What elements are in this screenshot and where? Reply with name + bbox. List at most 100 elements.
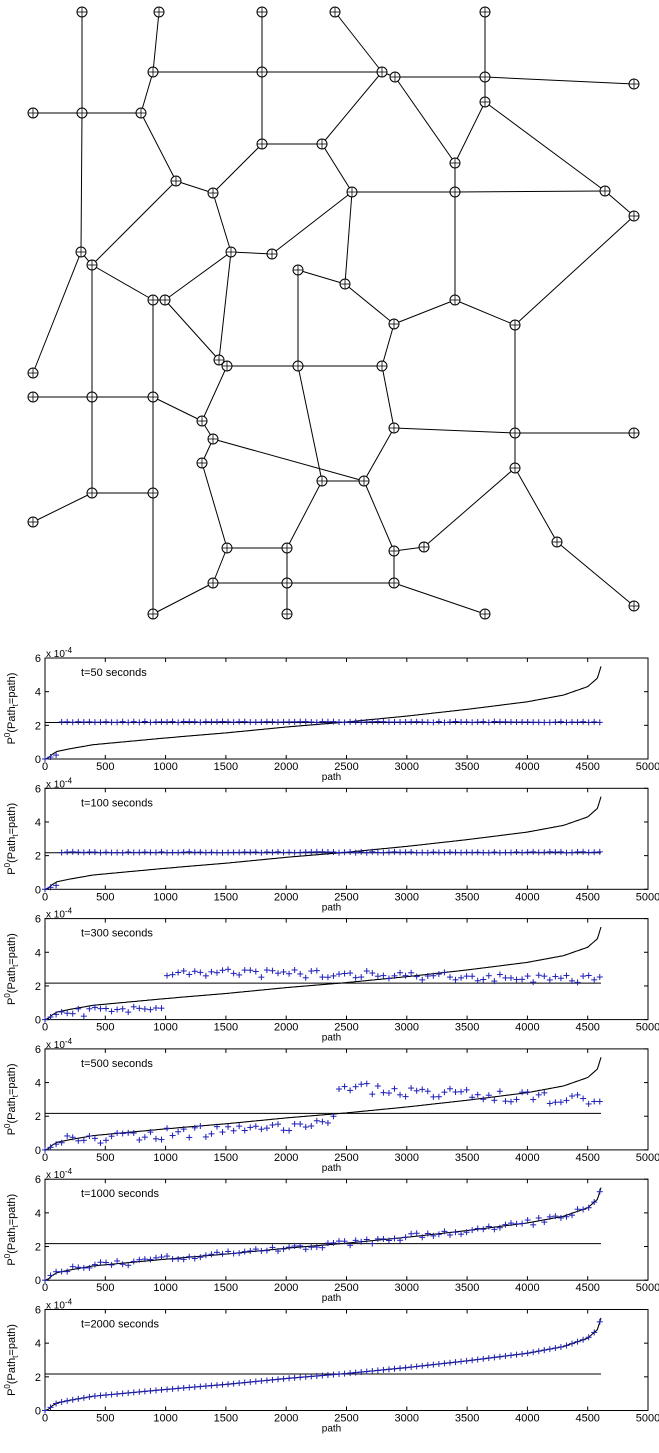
data-marker <box>441 849 448 856</box>
data-marker <box>397 969 404 976</box>
data-marker <box>363 1236 370 1243</box>
data-marker <box>535 1348 542 1355</box>
data-marker <box>507 1098 514 1105</box>
data-marker <box>319 1372 326 1379</box>
data-marker <box>108 1008 115 1015</box>
network-node <box>509 462 521 474</box>
data-marker <box>408 848 415 855</box>
data-marker <box>446 849 453 856</box>
data-marker <box>591 849 598 856</box>
data-marker <box>341 1238 348 1245</box>
data-marker <box>136 719 143 726</box>
data-marker <box>413 1087 420 1094</box>
data-marker <box>463 1086 470 1093</box>
data-marker <box>591 718 598 725</box>
y-exponent-label: x 10-4 <box>46 776 73 790</box>
network-node <box>207 187 219 199</box>
data-marker <box>541 719 548 726</box>
y-tick-label: 6 <box>35 1044 41 1056</box>
network-edge <box>394 76 456 164</box>
data-marker <box>519 976 526 983</box>
data-marker <box>125 1009 132 1016</box>
network-edge <box>164 251 232 301</box>
x-tick-label: 4000 <box>515 891 539 903</box>
network-edge <box>514 467 558 543</box>
network-node <box>153 6 165 18</box>
data-marker <box>591 1098 598 1105</box>
data-marker <box>397 1365 404 1372</box>
data-marker <box>114 1006 121 1013</box>
y-tick-label: 4 <box>35 817 41 829</box>
data-marker <box>363 849 370 856</box>
y-tick-label: 2 <box>35 1242 41 1254</box>
data-marker <box>563 719 570 726</box>
data-marker <box>330 718 337 725</box>
y-tick-label: 2 <box>35 851 41 863</box>
data-marker <box>147 1006 154 1013</box>
data-marker <box>397 1237 404 1244</box>
network-edge <box>152 582 214 615</box>
data-marker <box>91 1261 98 1268</box>
data-marker <box>230 970 237 977</box>
x-axis-label: path <box>322 772 341 783</box>
data-marker <box>202 1133 209 1140</box>
data-marker <box>441 1228 448 1235</box>
network-node <box>628 427 640 439</box>
network-node <box>147 66 159 78</box>
data-marker <box>341 719 348 726</box>
network-edge <box>175 180 214 194</box>
data-marker <box>308 718 315 725</box>
data-marker <box>546 1213 553 1220</box>
data-marker <box>213 1249 220 1256</box>
time-annotation: t=50 seconds <box>81 667 147 679</box>
data-marker <box>408 1085 415 1092</box>
x-tick-label: 1000 <box>153 1413 177 1425</box>
data-marker <box>569 1340 576 1347</box>
network-node <box>449 157 461 169</box>
data-marker <box>580 848 587 855</box>
data-marker <box>374 1367 381 1374</box>
data-marker <box>269 718 276 725</box>
data-marker <box>330 849 337 856</box>
data-marker <box>358 1369 365 1376</box>
data-marker <box>213 849 220 856</box>
data-marker <box>552 1345 559 1352</box>
data-marker <box>369 1240 376 1247</box>
network-node <box>346 186 358 198</box>
data-marker <box>541 973 548 980</box>
data-marker <box>319 848 326 855</box>
network-node <box>551 536 563 548</box>
data-marker <box>469 849 476 856</box>
x-tick-label: 3500 <box>455 761 479 773</box>
data-marker <box>513 1351 520 1358</box>
data-marker <box>324 848 331 855</box>
data-marker <box>424 719 431 726</box>
data-marker <box>58 718 65 725</box>
network-edge <box>363 427 395 482</box>
data-marker <box>125 1129 132 1136</box>
network-edge <box>32 492 93 523</box>
data-marker <box>446 1359 453 1366</box>
data-marker <box>419 1086 426 1093</box>
data-marker <box>269 1376 276 1383</box>
x-tick-label: 2000 <box>274 1152 298 1164</box>
network-node <box>628 78 640 90</box>
data-marker <box>47 1272 54 1279</box>
network-edge <box>201 462 228 549</box>
data-marker <box>69 1263 76 1270</box>
data-marker <box>147 1256 154 1263</box>
time-annotation: t=1000 seconds <box>81 1188 159 1200</box>
data-marker <box>341 970 348 977</box>
data-marker <box>580 973 587 980</box>
y-tick-label: 4 <box>35 687 41 699</box>
data-marker <box>591 1199 598 1206</box>
x-tick-label: 1500 <box>214 761 238 773</box>
data-marker <box>164 972 171 979</box>
data-marker <box>419 1362 426 1369</box>
x-tick-label: 500 <box>96 1413 114 1425</box>
x-tick-label: 2500 <box>334 761 358 773</box>
data-marker <box>141 718 148 725</box>
data-marker <box>458 849 465 856</box>
data-marker <box>596 1318 603 1325</box>
data-marker <box>274 1376 281 1383</box>
